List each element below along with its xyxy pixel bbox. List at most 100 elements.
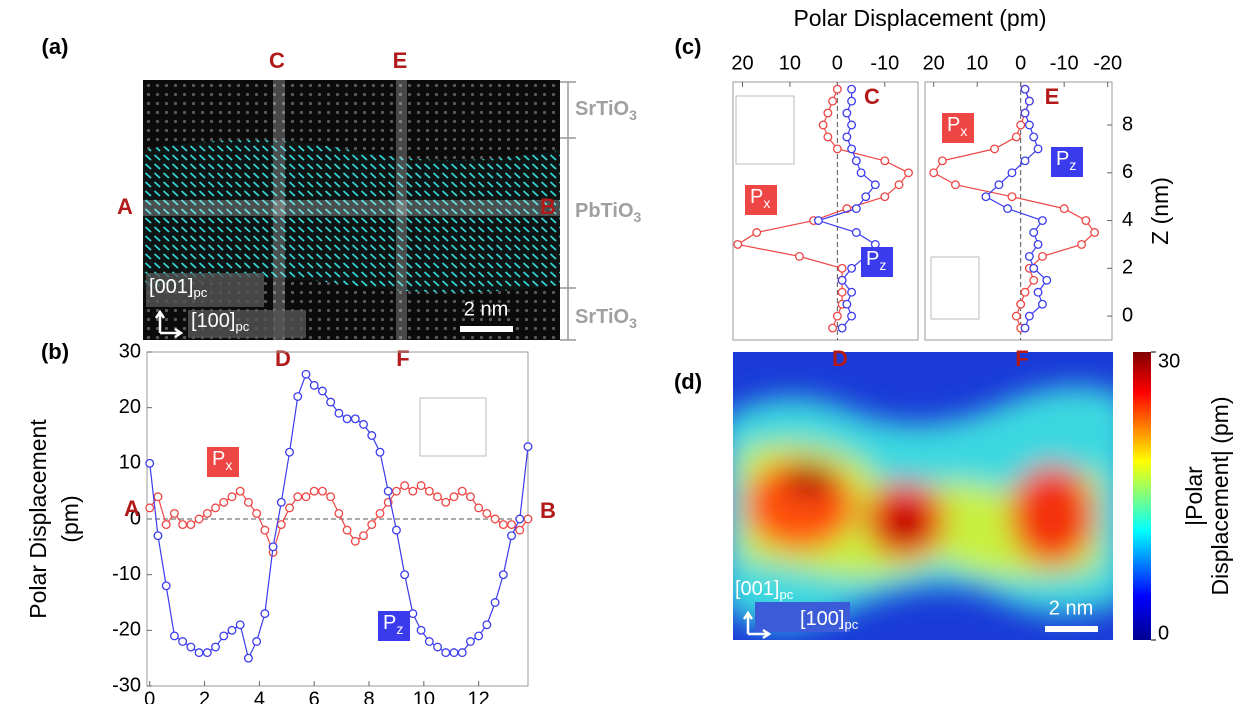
legend-label: Px: [212, 448, 232, 472]
legend-label-sub: z: [1069, 157, 1076, 173]
data-point: [219, 631, 229, 641]
data-point: [457, 648, 467, 658]
data-point: [515, 514, 525, 524]
y-tick-label: 30: [119, 340, 141, 362]
data-point: [243, 653, 253, 663]
empty-box: [930, 256, 980, 320]
axis-direction: [100]pc: [191, 310, 250, 334]
data-point: [880, 192, 890, 202]
panel-label: (c): [675, 34, 702, 59]
scale-bar-label: 2 nm: [464, 298, 508, 320]
y-tick-label: -20: [112, 619, 141, 641]
y-axis-label: (pm): [57, 495, 83, 542]
colorbar-tick-label: 30: [1158, 350, 1180, 372]
axis-direction-base: [100]: [800, 608, 844, 630]
colorbar: [1133, 352, 1151, 640]
colorbar-label: Displacement| (pm): [1207, 397, 1233, 596]
axis-direction: [001]pc: [735, 578, 794, 602]
data-point: [990, 144, 1000, 154]
panel-label: (b): [41, 339, 69, 364]
stem-image: [143, 80, 560, 340]
data-point: [523, 514, 533, 524]
legend-label-sub: z: [396, 621, 403, 637]
legend-badge: [1051, 147, 1083, 177]
legend-label-sub: x: [225, 457, 232, 473]
layer-label-sub: 3: [629, 315, 637, 331]
data-point: [1037, 299, 1047, 309]
data-point: [847, 120, 857, 130]
data-point: [194, 514, 204, 524]
data-point: [260, 525, 270, 535]
data-point: [904, 168, 913, 178]
data-point: [851, 204, 861, 214]
data-point: [752, 228, 762, 237]
data-point: [880, 156, 890, 166]
data-point: [474, 631, 484, 641]
data-point: [861, 192, 871, 202]
data-point: [950, 180, 960, 190]
axis-direction-sub: pc: [193, 285, 207, 300]
y-tick-label: 20: [119, 396, 141, 418]
data-point: [153, 492, 163, 502]
line-label: D: [275, 346, 291, 371]
y-tick-label: 0: [130, 507, 141, 529]
panel-label: (d): [674, 369, 702, 394]
y-tick-label: 2: [1122, 257, 1133, 279]
layer-label-base: PbTiO: [575, 200, 634, 222]
axis-direction-base: [001]: [735, 578, 779, 600]
data-point: [837, 275, 847, 285]
data-point: [375, 447, 385, 457]
data-point: [1033, 287, 1043, 297]
annotation: A: [124, 496, 140, 521]
data-point: [367, 431, 377, 440]
data-point: [847, 311, 857, 321]
data-point: [490, 514, 500, 524]
data-point: [1011, 311, 1021, 321]
plot-frame: [732, 81, 919, 341]
axis-direction-sub: pc: [844, 617, 858, 632]
data-point: [194, 648, 204, 658]
legend-badge: [207, 447, 239, 477]
legend-label-base: P: [212, 448, 225, 470]
data-point: [1029, 263, 1039, 273]
data-point: [1016, 120, 1026, 130]
data-point: [293, 492, 303, 502]
line-label: F: [396, 346, 409, 371]
x-tick-label: 10: [413, 688, 435, 704]
data-point: [847, 96, 857, 106]
data-point: [449, 648, 459, 658]
data-point: [1042, 275, 1052, 285]
data-point: [842, 132, 852, 142]
data-point: [145, 458, 155, 468]
layer-label: PbTiO3: [575, 200, 642, 224]
data-point: [856, 168, 866, 178]
data-point: [1029, 228, 1039, 237]
data-point: [317, 386, 327, 396]
data-point: [1016, 299, 1026, 309]
data-point: [1024, 96, 1034, 106]
y-tick-label: -30: [112, 674, 141, 696]
annotation: E: [1045, 84, 1060, 109]
annotation: D: [832, 346, 848, 371]
data-point: [1024, 311, 1034, 321]
data-point: [507, 520, 517, 530]
data-point: [1037, 216, 1047, 226]
legend-label: Pz: [866, 248, 886, 272]
data-point: [391, 486, 401, 496]
legend-label: Px: [947, 114, 967, 138]
data-point: [813, 216, 823, 226]
data-point: [276, 520, 286, 530]
data-point: [293, 392, 303, 401]
x-tick-label: 0: [144, 688, 155, 704]
data-point: [832, 311, 842, 321]
data-point: [211, 642, 220, 652]
y-tick-label: 4: [1122, 209, 1133, 231]
y-tick-label: 6: [1122, 161, 1133, 183]
empty-box: [735, 95, 795, 165]
data-point: [391, 525, 401, 535]
data-point: [851, 156, 861, 166]
data-point: [227, 625, 237, 635]
data-point: [832, 144, 842, 154]
legend-label: Px: [750, 186, 770, 210]
